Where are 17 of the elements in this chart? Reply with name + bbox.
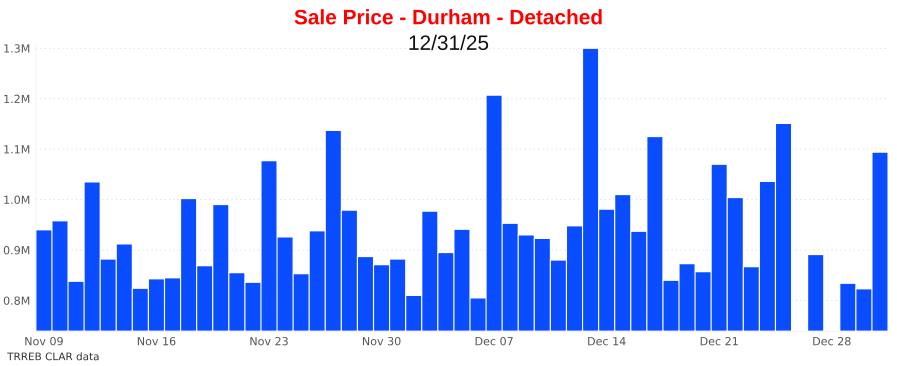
chart-subtitle: 12/31/25 [410,34,488,50]
x-tick-label: Dec 28 [813,336,851,346]
y-tick-label: 1.2M [4,94,30,103]
x-tick-label: Nov 09 [25,336,63,346]
text: TRREB CLAR data [7,352,99,360]
chart-title: Sale Price - Durham - Detached [294,9,602,24]
x-tick-label: Nov 23 [250,336,288,346]
y-tick-label: 1.0M [4,196,30,204]
x-tick-label: Dec 14 [588,337,626,346]
x-tick-label: Dec 21 [700,336,738,346]
y-tick-label: 0.8M [4,296,30,305]
x-tick-label: Nov 16 [138,336,176,346]
y-tick-label: 1.3M [4,44,30,53]
y-tick-label: 1.1M [4,145,30,154]
x-tick-label: Nov 30 [362,336,401,346]
x-tick-label: Dec 07 [476,336,513,346]
y-tick-label: 0.9M [4,246,30,254]
